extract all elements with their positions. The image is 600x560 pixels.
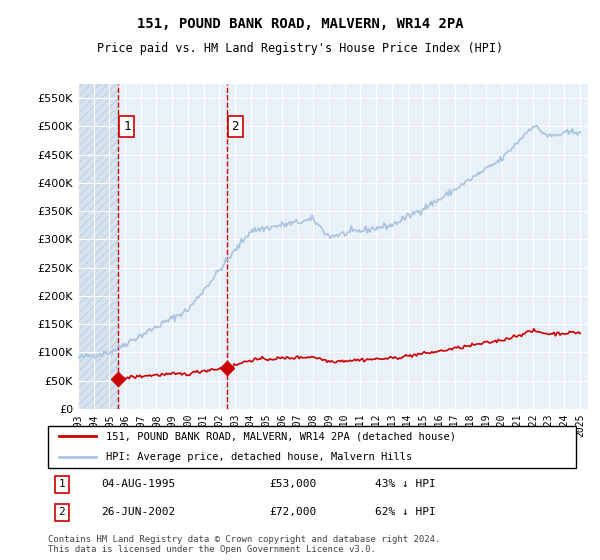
- Text: 43% ↓ HPI: 43% ↓ HPI: [376, 479, 436, 489]
- Text: 2: 2: [59, 507, 65, 517]
- Text: 62% ↓ HPI: 62% ↓ HPI: [376, 507, 436, 517]
- Text: HPI: Average price, detached house, Malvern Hills: HPI: Average price, detached house, Malv…: [106, 452, 412, 462]
- Text: 1: 1: [123, 120, 131, 133]
- Text: £72,000: £72,000: [270, 507, 317, 517]
- Text: £53,000: £53,000: [270, 479, 317, 489]
- Text: 151, POUND BANK ROAD, MALVERN, WR14 2PA (detached house): 151, POUND BANK ROAD, MALVERN, WR14 2PA …: [106, 431, 456, 441]
- Text: Price paid vs. HM Land Registry's House Price Index (HPI): Price paid vs. HM Land Registry's House …: [97, 42, 503, 55]
- FancyBboxPatch shape: [48, 426, 576, 468]
- Text: 2: 2: [232, 120, 239, 133]
- Text: Contains HM Land Registry data © Crown copyright and database right 2024.
This d: Contains HM Land Registry data © Crown c…: [48, 535, 440, 554]
- Text: 26-JUN-2002: 26-JUN-2002: [101, 507, 175, 517]
- Text: 1: 1: [59, 479, 65, 489]
- Text: 151, POUND BANK ROAD, MALVERN, WR14 2PA: 151, POUND BANK ROAD, MALVERN, WR14 2PA: [137, 17, 463, 31]
- Bar: [78, 84, 118, 409]
- Text: 04-AUG-1995: 04-AUG-1995: [101, 479, 175, 489]
